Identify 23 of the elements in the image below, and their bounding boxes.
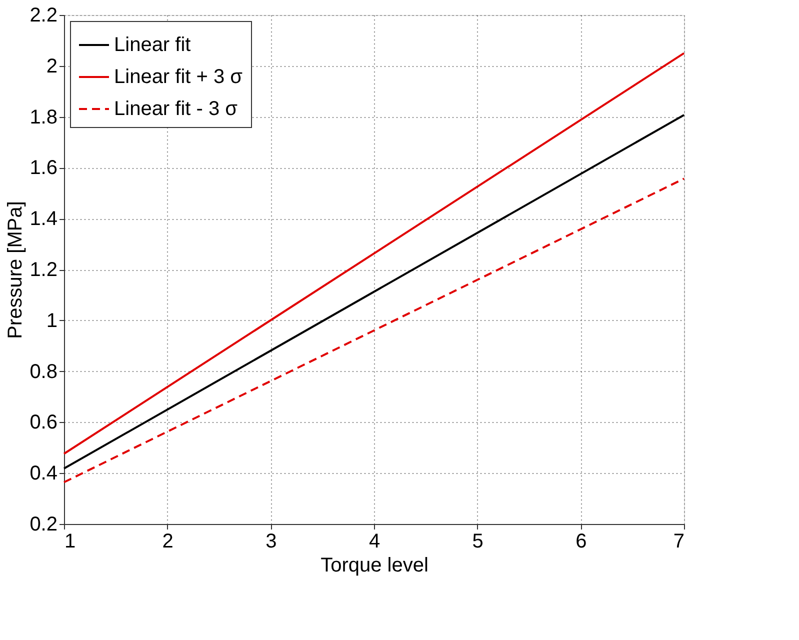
x-tick-label: 4 [368, 530, 380, 552]
legend-label: Linear fit + 3 σ [114, 66, 244, 88]
y-tick-label: 1.4 [30, 208, 58, 230]
y-axis-title: Pressure [MPa] [4, 201, 27, 339]
y-tick-label: 2 [46, 55, 58, 78]
y-tick-label: 1.6 [30, 157, 58, 180]
x-tick-label: 1 [64, 530, 76, 552]
x-tick-label: 6 [576, 530, 587, 552]
y-tick-label: 0.2 [30, 514, 58, 536]
y-tick-label: 2.2 [30, 4, 58, 26]
y-tick-label: 1 [46, 310, 58, 332]
x-tick-label: 5 [472, 530, 484, 552]
legend-label: Linear fit [114, 34, 192, 56]
x-axis-title: Torque level [320, 554, 428, 576]
legend-label: Linear fit - 3 σ [114, 98, 238, 120]
y-tick-label: 0.8 [30, 360, 58, 383]
y-tick-label: 0.4 [30, 462, 58, 485]
x-tick-label: 3 [266, 530, 277, 552]
x-tick-label: 7 [673, 530, 684, 552]
y-tick-label: 0.6 [30, 412, 58, 434]
x-tick-label: 2 [162, 530, 174, 552]
y-tick-label: 1.8 [30, 106, 58, 128]
y-tick-label: 1.2 [30, 259, 58, 281]
